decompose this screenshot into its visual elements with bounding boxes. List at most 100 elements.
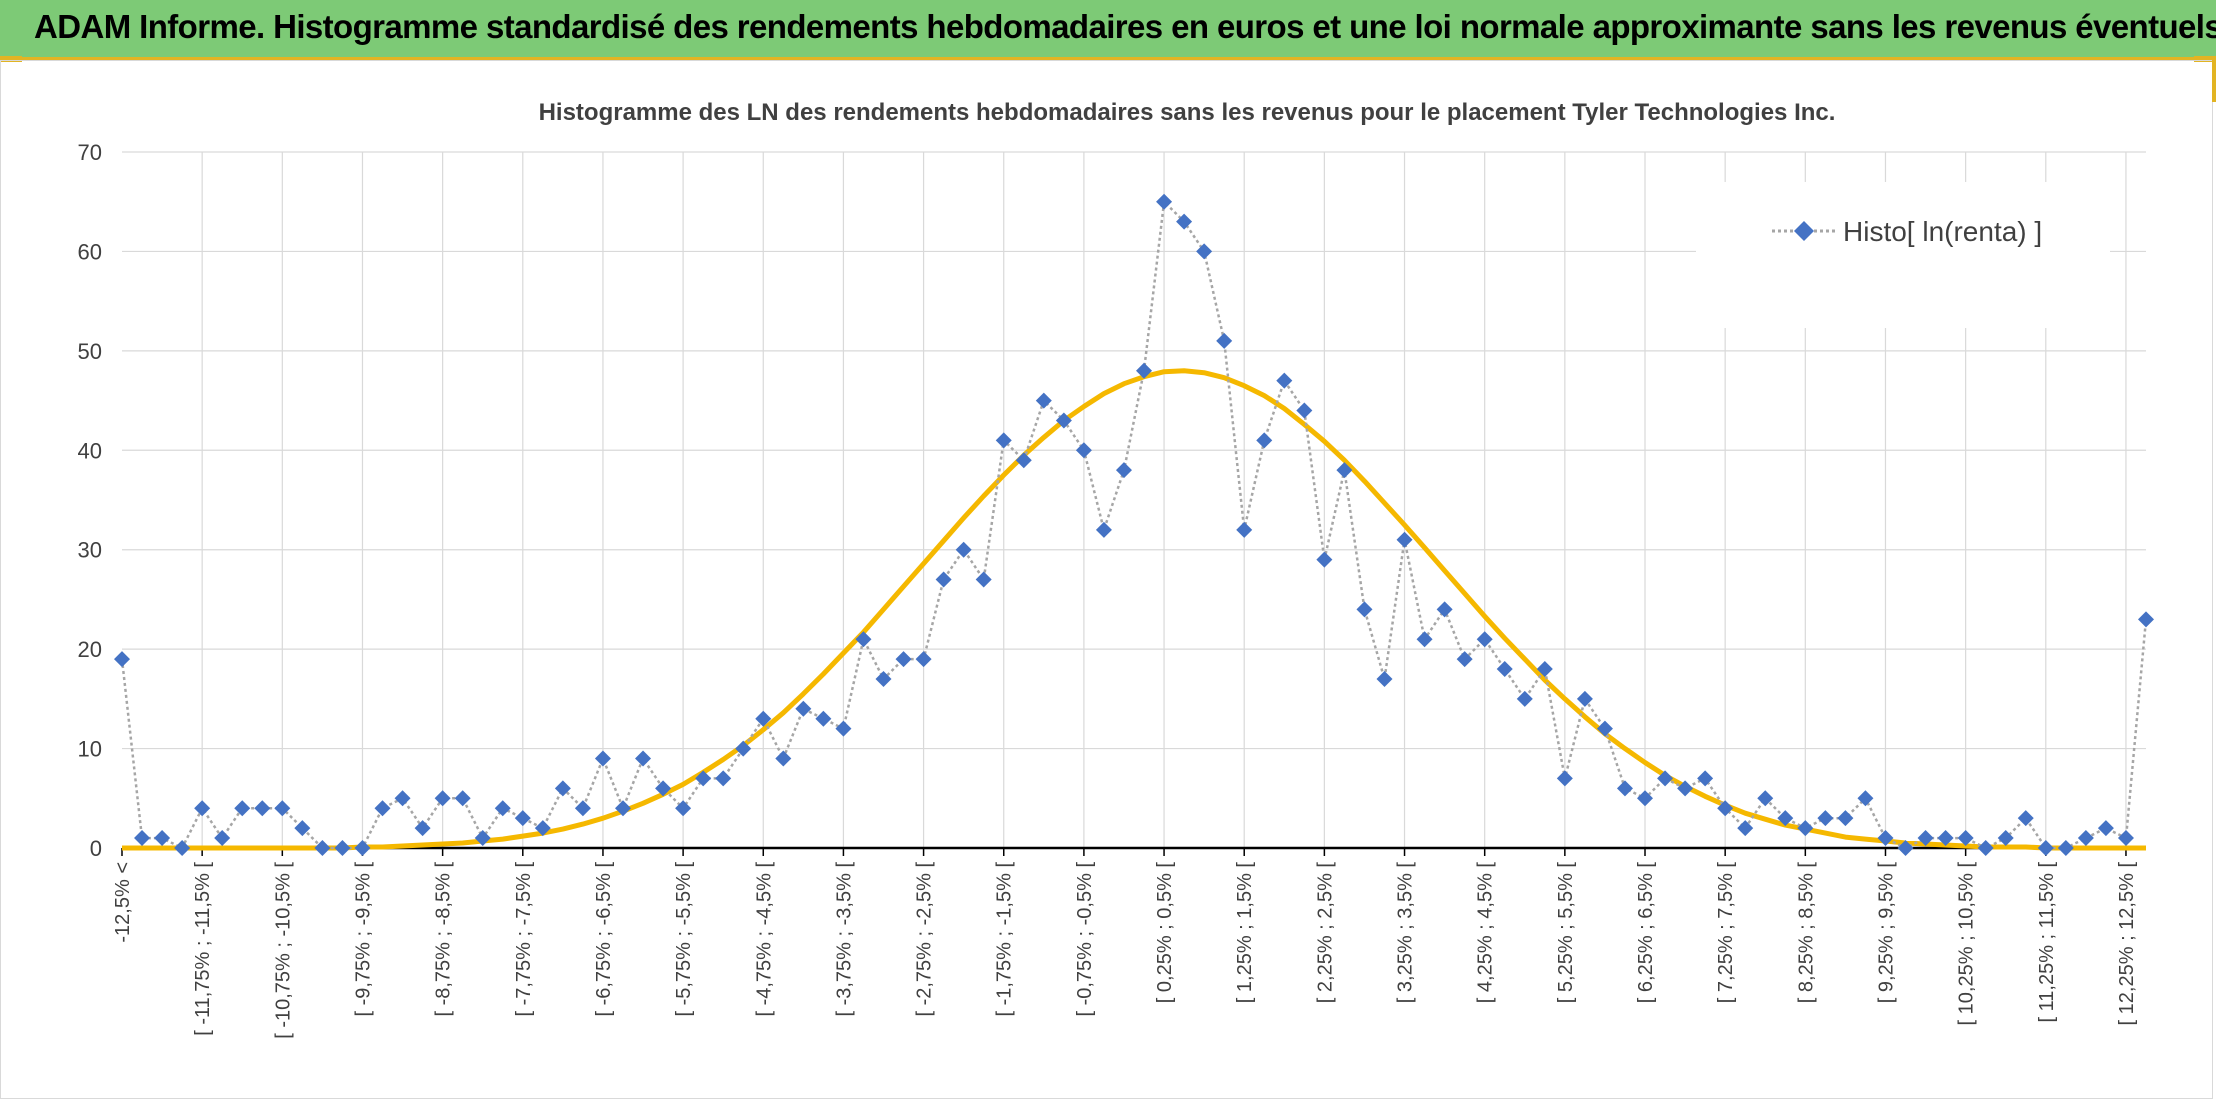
data-point-marker [414, 820, 431, 837]
x-tick-label: [ -2,75% ; -2,5% [ [914, 862, 936, 1017]
data-point-marker [574, 800, 591, 817]
report-title: ADAM Informe. Histogramme standardisé de… [34, 8, 2216, 45]
x-tick-label: [ 6,25% ; 6,5% [ [1635, 862, 1657, 1004]
x-tick-label: [ -1,75% ; -1,5% [ [994, 862, 1016, 1017]
data-point-marker [1817, 810, 1834, 827]
x-tick-label: [ 11,25% ; 11,5% [ [2036, 862, 2058, 1023]
y-tick-label: 50 [78, 339, 102, 364]
data-point-marker [1075, 442, 1092, 459]
x-tick-label: [ -8,75% ; -8,5% [ [433, 862, 455, 1017]
legend-label: Histo[ ln(renta) ] [1843, 216, 2042, 247]
data-point-marker [1556, 770, 1573, 787]
data-point-marker [2057, 840, 2074, 856]
data-point-marker [1196, 243, 1213, 260]
data-point-marker [1015, 452, 1032, 469]
data-point-marker [434, 790, 451, 807]
data-point-marker [1717, 800, 1734, 817]
data-point-marker [1977, 840, 1994, 856]
data-point-marker [1917, 830, 1934, 847]
data-point-marker [2138, 611, 2154, 628]
data-point-marker [134, 830, 151, 847]
legend-background [1696, 182, 2110, 328]
legend: Histo[ ln(renta) ] [1696, 182, 2110, 328]
data-point-marker [1637, 790, 1654, 807]
banner-accent-left [0, 56, 22, 62]
data-point-marker [494, 800, 511, 817]
data-point-marker [394, 790, 411, 807]
y-tick-label: 10 [78, 737, 102, 762]
data-point-marker [1095, 521, 1112, 538]
x-tick-label: [ 7,25% ; 7,5% [ [1715, 862, 1737, 1004]
data-point-marker [1416, 631, 1433, 648]
data-point-marker [635, 750, 652, 767]
data-point-marker [1677, 780, 1694, 797]
data-point-marker [254, 800, 271, 817]
data-point-marker [2097, 820, 2114, 837]
x-tick-label: [ -4,75% ; -4,5% [ [753, 862, 775, 1017]
data-point-marker [474, 830, 491, 847]
data-point-marker [815, 710, 832, 727]
x-tick-label: -12,5% < [112, 862, 134, 943]
data-point-marker [1496, 661, 1513, 678]
y-axis: 0 10 20 30 40 50 60 70 [78, 140, 102, 861]
data-point-marker [1236, 521, 1253, 538]
data-point-marker [755, 710, 772, 727]
data-point-marker [695, 770, 712, 787]
x-tick-label: [ 4,25% ; 4,5% [ [1475, 862, 1497, 1004]
data-point-marker [1176, 213, 1193, 230]
data-point-marker [154, 830, 171, 847]
data-point-marker [775, 750, 792, 767]
data-point-marker [1436, 601, 1453, 618]
data-point-marker [795, 700, 812, 717]
data-point-marker [855, 631, 872, 648]
data-point-marker [534, 820, 551, 837]
data-point-marker [1737, 820, 1754, 837]
data-point-marker [1376, 670, 1393, 687]
data-point-marker [1456, 651, 1473, 668]
report-banner: ADAM Informe. Histogramme standardisé de… [0, 0, 2216, 62]
data-point-marker [835, 720, 852, 737]
data-point-marker [1777, 810, 1794, 827]
data-point-marker [1316, 551, 1333, 568]
y-tick-label: 20 [78, 637, 102, 662]
data-point-marker [2037, 840, 2054, 856]
x-tick-label: [ -10,75% ; -10,5% [ [272, 862, 294, 1039]
banner-accent-right [2194, 56, 2216, 62]
data-point-marker [514, 810, 531, 827]
data-point-marker [915, 651, 932, 668]
x-tick-label: [ 5,25% ; 5,5% [ [1555, 862, 1577, 1004]
data-point-marker [214, 830, 231, 847]
data-point-marker [114, 651, 130, 668]
data-point-marker [1336, 462, 1353, 479]
data-point-marker [2077, 830, 2094, 847]
data-point-marker [1937, 830, 1954, 847]
data-point-marker [1697, 770, 1714, 787]
data-point-marker [1256, 432, 1273, 449]
data-point-marker [1356, 601, 1373, 618]
data-point-marker [354, 840, 371, 856]
data-point-marker [1837, 810, 1854, 827]
data-point-marker [2017, 810, 2034, 827]
data-point-marker [334, 840, 351, 856]
data-point-marker [655, 780, 672, 797]
y-tick-label: 70 [78, 140, 102, 165]
x-tick-label: [ -6,75% ; -6,5% [ [593, 862, 615, 1017]
data-point-marker [1596, 720, 1613, 737]
data-point-marker [1857, 790, 1874, 807]
x-tick-label: [ 3,25% ; 3,5% [ [1395, 862, 1417, 1004]
data-point-marker [234, 800, 251, 817]
data-point-marker [1797, 820, 1814, 837]
data-point-marker [1997, 830, 2014, 847]
y-tick-label: 0 [90, 836, 102, 861]
data-point-marker [1616, 780, 1633, 797]
x-tick-label: [ 1,25% ; 1,5% [ [1234, 862, 1256, 1004]
data-point-marker [1115, 462, 1132, 479]
data-point-marker [614, 800, 631, 817]
histogram-series [114, 193, 2154, 856]
data-point-marker [735, 740, 752, 757]
data-point-marker [935, 571, 952, 588]
data-point-marker [1757, 790, 1774, 807]
normal-curve-series [122, 368, 2146, 851]
data-point-marker [675, 800, 692, 817]
